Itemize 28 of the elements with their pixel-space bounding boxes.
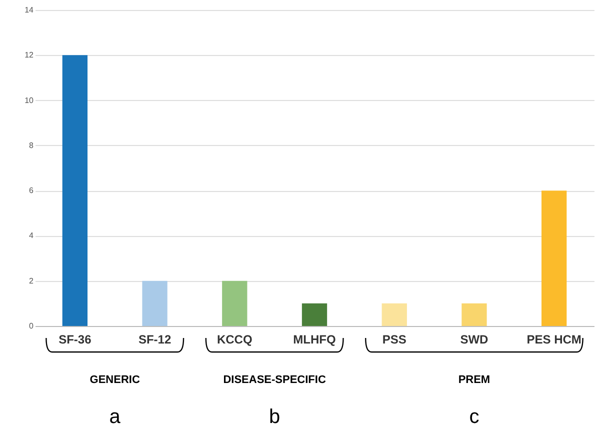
y-tick-label: 2 [29, 276, 34, 286]
x-tick-label: PSS [382, 332, 406, 346]
bar [302, 303, 328, 326]
y-tick-label: 10 [24, 96, 34, 105]
y-tick-label: 8 [29, 140, 34, 150]
text: GENERIC [90, 374, 140, 386]
text: PREM [458, 374, 490, 386]
x-tick-label: SF-12 [138, 332, 172, 346]
x-tick-label: KCCQ [216, 332, 252, 346]
y-tick-label: 4 [29, 231, 34, 240]
x-tick-label: SWD [460, 332, 489, 346]
y-tick-label: 0 [29, 322, 34, 330]
text: b [269, 406, 280, 428]
bar [382, 303, 407, 326]
y-tick-label: 14 [24, 6, 34, 14]
text: c [469, 406, 480, 428]
x-tick-label: SF-36 [58, 332, 92, 346]
bar [462, 303, 487, 326]
y-tick-label: 12 [24, 50, 34, 60]
bar [541, 190, 567, 326]
x-tick-label: MLHFQ [293, 332, 336, 346]
bar [142, 280, 168, 326]
text: a [109, 406, 122, 428]
bar [222, 280, 248, 326]
text: DISEASE-SPECIFIC [223, 374, 326, 386]
bar [62, 55, 88, 326]
y-tick-label: 6 [29, 186, 34, 196]
x-tick-label: PES HCM [526, 332, 582, 346]
